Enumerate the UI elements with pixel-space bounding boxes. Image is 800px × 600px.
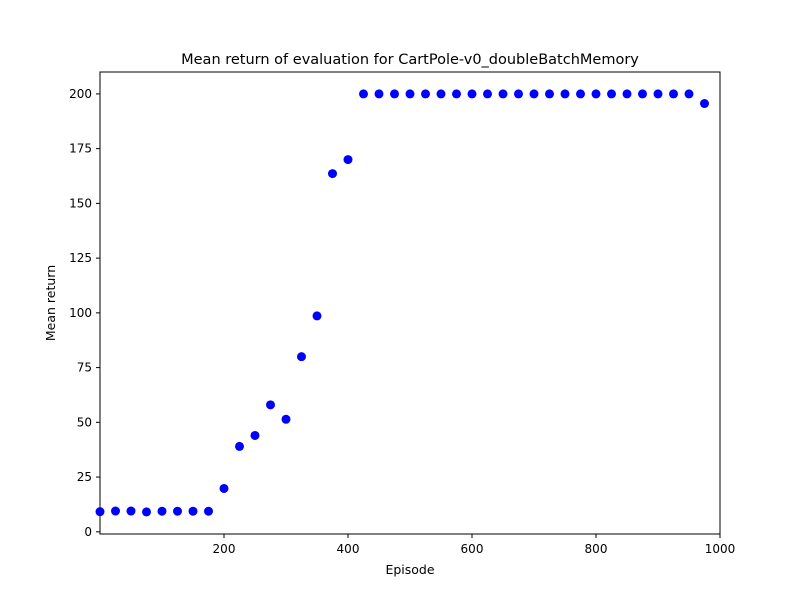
data-point [545,89,554,99]
data-point [467,89,477,99]
data-point [700,99,709,109]
data-point [607,89,616,99]
data-point [452,89,461,99]
y-tick-label: 100 [69,306,92,320]
data-point [436,89,446,99]
y-axis-ticks: 0 25 50 75 100 125 150 175 200 [69,87,100,539]
data-point [684,89,694,99]
data-point [157,506,167,516]
data-point [390,89,399,99]
x-tick-label: 600 [461,542,484,556]
data-point [111,506,120,516]
y-tick-label: 175 [69,142,92,156]
y-tick-label: 125 [69,251,92,265]
y-tick-label: 50 [77,415,92,429]
data-point [638,89,647,99]
axes-frame [99,71,721,535]
data-point [204,506,213,516]
data-point [266,400,275,410]
data-point [622,89,632,99]
data-point [297,352,306,362]
x-axis-ticks: 200 400 600 800 1000 [213,534,736,556]
data-point [591,89,601,99]
data-point [653,89,663,99]
data-point [95,507,105,517]
data-point [669,89,678,99]
data-point [374,89,384,99]
data-point [188,506,198,516]
data-point [576,89,585,99]
data-point [498,89,508,99]
data-point [126,506,136,516]
data-point [219,483,229,493]
data-point [173,506,182,516]
y-axis-label: Mean return [43,265,58,341]
y-tick-label: 0 [84,525,92,539]
data-point [405,89,415,99]
y-tick-label: 200 [69,87,92,101]
data-point [281,414,291,424]
x-tick-label: 1000 [705,542,736,556]
x-tick-label: 400 [337,542,360,556]
data-point [328,169,337,179]
data-point [235,441,244,451]
data-point [250,430,260,440]
x-axis-label: Episode [385,562,434,577]
data-point [483,89,492,99]
y-tick-label: 150 [69,196,92,210]
data-point [312,311,322,321]
data-point [359,89,368,99]
data-point [529,89,539,99]
data-point [421,89,430,99]
y-tick-label: 25 [77,470,92,484]
x-tick-label: 200 [213,542,236,556]
plot-area: 200 400 600 800 1000 0 25 50 75 100 125 150 175 200 [69,71,736,556]
x-tick-label: 800 [585,542,608,556]
data-points [95,89,709,517]
chart-title: Mean return of evaluation for CartPole-v… [181,52,639,68]
data-point [560,89,570,99]
data-point [343,155,353,165]
y-tick-label: 75 [77,361,92,375]
data-point [514,89,523,99]
data-point [142,507,151,517]
